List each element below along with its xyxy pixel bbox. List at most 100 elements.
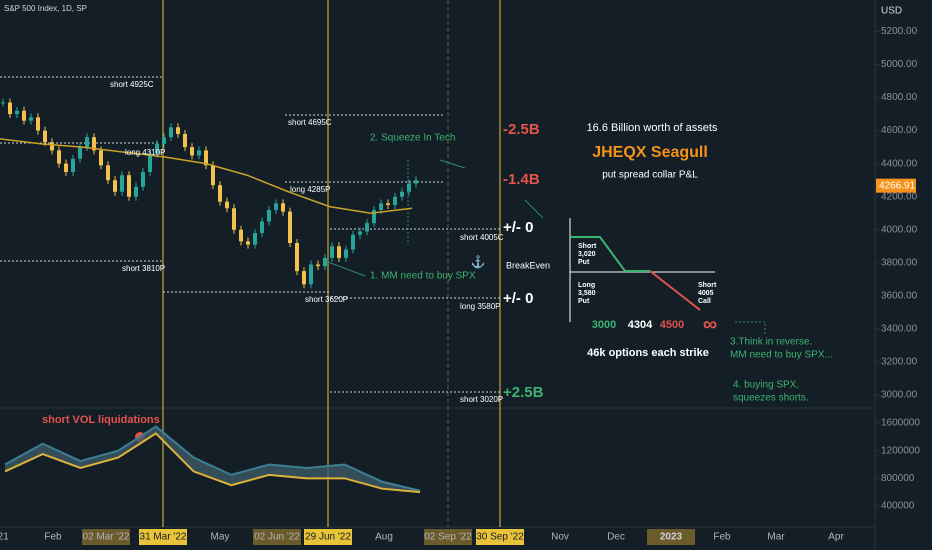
x-tick-label: 02 Sep '22 [424,532,472,543]
anchor-icon: ⚓ [471,255,486,269]
y-tick-label: 3000.00 [881,390,918,401]
annotation: 1. MM need to buy SPX [370,271,476,282]
candle [239,229,243,242]
candle [162,137,166,144]
annotation: JHEQX Seagull [592,144,708,161]
candle [197,150,201,156]
annotation: 46k options each strike [587,347,709,359]
y-tick-label: 4200.00 [881,191,918,202]
candle [183,133,187,148]
candle [85,137,89,148]
candle [169,127,173,138]
volume-tick-label: 400000 [881,501,915,512]
x-tick-label: 29 Jun '22 [305,532,351,543]
candle [127,175,131,197]
annotation: 4304 [628,319,653,331]
y-tick-label: 3200.00 [881,357,918,368]
annotation: long 4310P [125,148,165,157]
candle [281,203,285,212]
annotation: Call [698,298,711,305]
candle [274,203,278,210]
y-tick-label: 4000.00 [881,224,918,235]
x-tick-label: Aug [375,532,393,543]
currency-label: USD [881,6,902,17]
candle [190,147,194,156]
x-tick-label: 02 Mar '22 [83,532,130,543]
candle [78,147,82,159]
candle [407,183,411,192]
candle [386,203,390,205]
candle [71,158,75,172]
candle [15,110,19,115]
candle [267,209,271,222]
candle [302,271,306,285]
candle [106,165,110,181]
candle [379,203,383,210]
candle [414,180,418,184]
arrow [439,159,466,169]
annotation: short 4695C [288,118,332,127]
x-label-box [139,529,187,545]
x-tick-label: 30 Sep '22 [476,532,524,543]
annotation: 3,020 [578,251,596,258]
candle [36,117,40,131]
x-tick-label: Dec '21 [0,532,9,543]
x-label-box [304,529,352,545]
annotation: -2.5B [503,121,540,138]
y-tick-label: 4400.00 [881,158,918,169]
annotation: put spread collar P&L [602,170,698,181]
annotation: short VOL liquidations [42,414,160,426]
candle [309,264,313,285]
candle [316,264,320,267]
candle [218,185,222,202]
x-tick-label: Feb [713,532,731,543]
annotation: squeezes shorts. [733,393,809,404]
y-tick-label: 4600.00 [881,125,918,136]
candle [134,186,138,197]
annotation: +/- 0 [503,290,533,307]
x-tick-label: 2023 [660,532,683,543]
annotation: BreakEven [506,260,550,270]
candle [358,231,362,235]
annotation: +2.5B [503,384,544,401]
candle [120,175,124,192]
annotation: 16.6 Billion worth of assets [587,122,718,134]
candle [113,180,117,192]
x-tick-label: Nov [551,532,569,543]
y-tick-label: 5000.00 [881,59,918,70]
annotation: 3.Think in reverse. [730,337,812,348]
candle [141,171,145,187]
y-tick-label: 3800.00 [881,257,918,268]
annotation: long 4285P [290,185,330,194]
annotation: 4500 [660,319,684,331]
x-tick-label: Apr [828,532,844,543]
volume-area [5,426,420,493]
annotation: ∞ [703,313,717,335]
candle [1,102,5,104]
candle [148,153,152,172]
arrow [524,199,544,219]
candle [50,142,54,151]
pnl-loss-line [649,270,701,311]
x-label-box [647,529,695,545]
candle [400,191,404,197]
volume-tick-label: 1600000 [881,418,920,429]
annotation: short 3620P [305,295,348,304]
x-label-box [424,529,472,545]
arrow [327,261,366,277]
candle [225,201,229,209]
chart-title: S&P 500 Index, 1D, SP [4,4,87,13]
last-price-label: 4266.91 [879,180,916,191]
annotation: short 3810P [122,264,165,273]
x-label-box [476,529,524,545]
candle [344,249,348,258]
candle [92,137,96,151]
annotation: 3000 [592,319,616,331]
x-label-box [253,529,301,545]
annotation: Short [698,282,717,289]
candle [365,223,369,232]
volume-line [4,425,421,492]
